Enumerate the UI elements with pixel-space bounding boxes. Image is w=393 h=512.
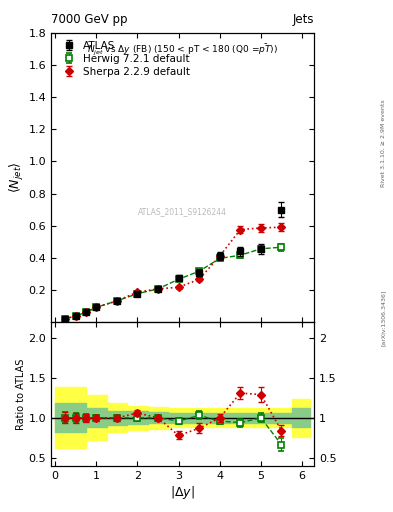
X-axis label: $|\Delta y|$: $|\Delta y|$	[170, 483, 195, 501]
Text: ATLAS_2011_S9126244: ATLAS_2011_S9126244	[138, 207, 227, 217]
Text: [arXiv:1306.3436]: [arXiv:1306.3436]	[381, 289, 386, 346]
Text: Rivet 3.1.10, ≥ 2.9M events: Rivet 3.1.10, ≥ 2.9M events	[381, 99, 386, 187]
Text: 7000 GeV pp: 7000 GeV pp	[51, 13, 128, 26]
Y-axis label: Ratio to ATLAS: Ratio to ATLAS	[16, 358, 26, 430]
Text: Jets: Jets	[293, 13, 314, 26]
Text: $N_{jet}$ vs $\Delta y$ (FB) (150 < pT < 180 (Q0 =$\bar{pT}$)): $N_{jet}$ vs $\Delta y$ (FB) (150 < pT <…	[87, 42, 278, 57]
Y-axis label: $\langle N_{jet}\rangle$: $\langle N_{jet}\rangle$	[8, 162, 26, 194]
Legend: ATLAS, Herwig 7.2.1 default, Sherpa 2.2.9 default: ATLAS, Herwig 7.2.1 default, Sherpa 2.2.…	[56, 38, 193, 79]
